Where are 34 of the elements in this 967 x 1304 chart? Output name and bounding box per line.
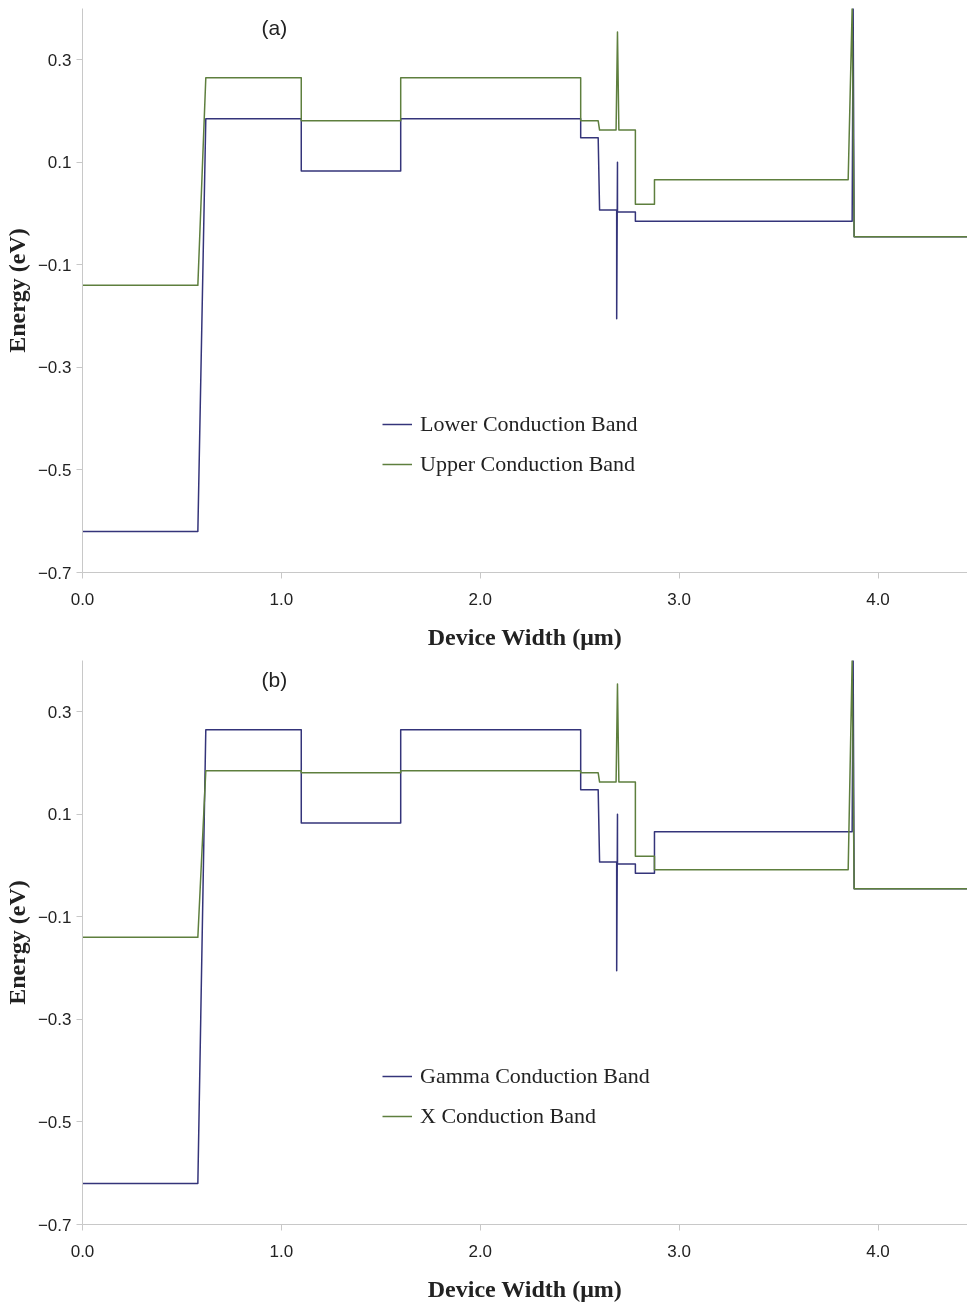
y-tick-label: −0.3	[37, 358, 72, 378]
x-axis-title: Device Width (μm)	[427, 623, 622, 650]
x-tick-label: 1.0	[269, 1241, 294, 1261]
x-tick-label: 3.0	[667, 589, 691, 609]
y-tick-label: 0.3	[47, 702, 72, 722]
x-tick-label: 2.0	[468, 589, 493, 609]
line-series	[82, 660, 967, 939]
legend-label: Upper Conduction Band	[420, 451, 636, 477]
x-tick-label: 2.0	[468, 1241, 493, 1261]
x-tick-label: 1.0	[269, 589, 294, 609]
y-tick-label: −0.1	[37, 907, 72, 927]
x-tick-label: 4.0	[866, 589, 890, 609]
y-tick-label: 0.3	[47, 50, 72, 70]
y-tick-label: −0.3	[37, 1010, 72, 1030]
x-tick-label: 0.0	[70, 1241, 95, 1261]
x-axis-title: Device Width (μm)	[427, 1275, 622, 1302]
legend-label: Lower Conduction Band	[420, 411, 638, 437]
y-tick-label: −0.7	[37, 1215, 72, 1235]
line-series	[82, 8, 967, 287]
annotation: (b)	[261, 668, 288, 692]
y-axis-title: Energy (eV)	[3, 228, 30, 353]
y-tick-label: −0.5	[37, 1112, 72, 1132]
y-tick-label: −0.5	[37, 460, 72, 480]
y-tick-label: −0.1	[37, 255, 72, 275]
legend-label: Gamma Conduction Band	[420, 1063, 650, 1089]
y-tick-label: −0.7	[37, 563, 72, 583]
x-tick-label: 4.0	[866, 1241, 890, 1261]
y-tick-label: 0.1	[47, 805, 72, 825]
y-tick-label: 0.1	[47, 153, 72, 173]
legend-label: X Conduction Band	[420, 1103, 596, 1129]
y-axis-title: Energy (eV)	[3, 880, 30, 1005]
annotation: (a)	[261, 16, 288, 40]
x-tick-label: 3.0	[667, 1241, 691, 1261]
x-tick-label: 0.0	[70, 589, 95, 609]
